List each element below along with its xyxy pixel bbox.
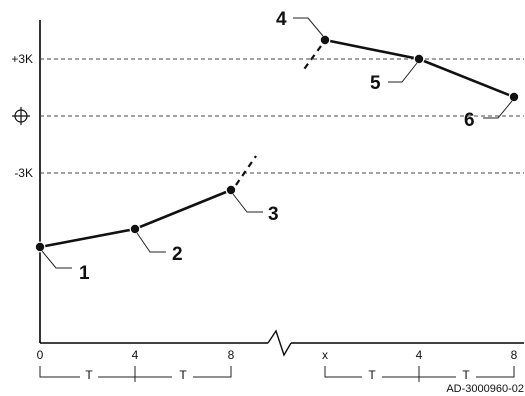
leader-3 [232,193,263,213]
curve-right [324,38,515,99]
period-label-right-1: T [368,368,376,382]
curve-left-extension [235,155,257,186]
period-bracket-right-1 [324,366,362,378]
x-tick-left-2: 8 [228,348,235,362]
point-label-3: 3 [268,204,279,225]
period-label-right-2: T [462,368,470,382]
reference-code: AD-3000960-02 [446,383,524,395]
point-label-1: 1 [79,263,90,284]
point-label-4: 4 [276,9,287,30]
point-1 [34,241,46,253]
period-bracket-left-2b [193,366,232,378]
leader-5 [388,62,418,83]
curve-left [39,188,232,249]
point-3 [225,184,237,196]
leader-4 [293,17,324,37]
x-tick-right-1: 4 [416,348,423,362]
period-bracket-right-2b [476,366,515,378]
y-label-minus: -3K [14,166,33,180]
y-label-plus: +3K [11,52,33,66]
x-tick-left-0: 0 [37,348,44,362]
period-label-left-1: T [85,368,93,382]
point-6 [508,91,520,103]
point-label-6: 6 [464,110,475,131]
point-2 [129,223,141,235]
point-4 [319,34,331,46]
curve-right-extension [301,45,322,73]
target-crosshair-icon [12,107,30,125]
leader-2 [136,232,166,253]
period-bracket-left-1 [39,366,80,378]
x-tick-right-2: 8 [511,348,518,362]
x-tick-right-0: x [322,348,328,362]
axis-break-icon [267,329,292,357]
point-label-5: 5 [370,73,381,94]
point-label-2: 2 [172,244,183,265]
leader-6 [483,100,513,119]
period-label-left-2: T [179,368,187,382]
point-5 [413,53,425,65]
x-tick-left-1: 4 [132,348,139,362]
leader-1 [41,250,72,269]
